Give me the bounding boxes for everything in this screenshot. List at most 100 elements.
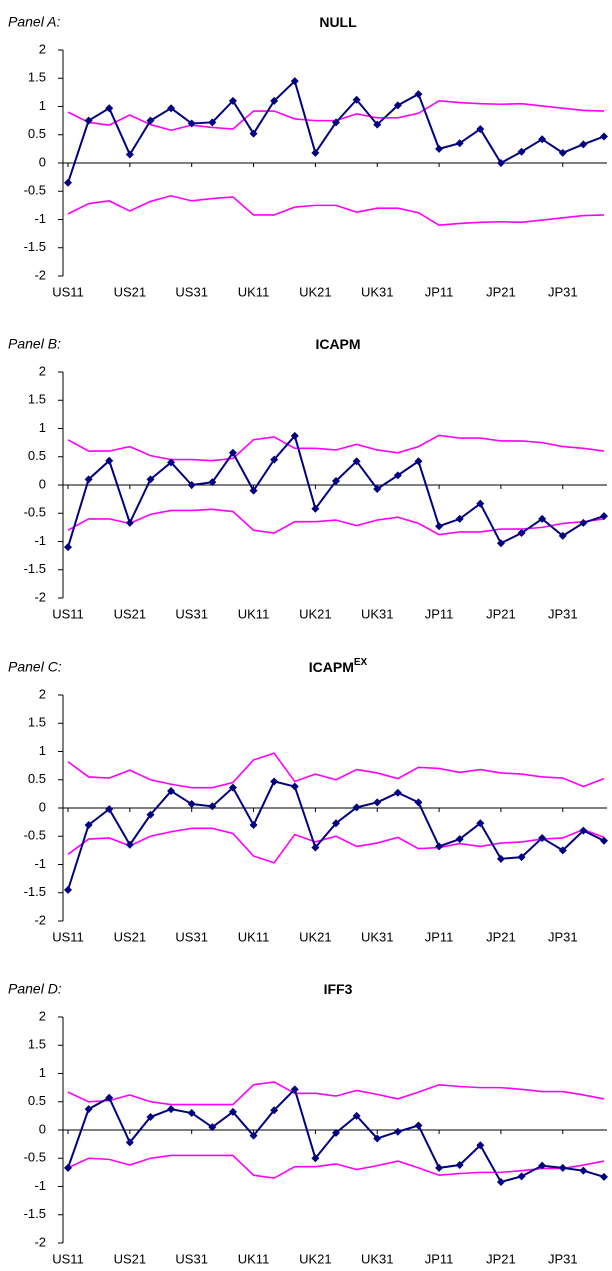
marker bbox=[517, 1172, 526, 1181]
x-tick-label: US21 bbox=[114, 606, 147, 621]
y-tick-label: -1.5 bbox=[24, 561, 46, 576]
x-tick-label: JP31 bbox=[548, 929, 578, 944]
x-tick-label: JP11 bbox=[425, 1251, 454, 1266]
marker bbox=[270, 96, 279, 105]
band-line bbox=[67, 752, 605, 789]
marker bbox=[414, 90, 423, 99]
x-tick-label: JP11 bbox=[425, 284, 454, 299]
y-tick-label: -2 bbox=[34, 1234, 46, 1249]
x-tick-label: US31 bbox=[175, 284, 208, 299]
x-tick-label: JP31 bbox=[548, 606, 578, 621]
marker bbox=[538, 514, 547, 523]
y-tick-label: 2 bbox=[39, 363, 46, 378]
y-tick-label: -1.5 bbox=[24, 239, 46, 254]
x-tick-label: UK31 bbox=[361, 1251, 394, 1266]
marker bbox=[249, 1131, 258, 1140]
x-tick-label: UK11 bbox=[238, 929, 270, 944]
marker bbox=[167, 787, 176, 796]
y-tick-label: 1 bbox=[39, 743, 46, 758]
marker bbox=[311, 843, 320, 852]
y-tick-label: 1.5 bbox=[28, 1037, 46, 1052]
marker bbox=[208, 802, 217, 811]
y-tick-label: 0.5 bbox=[28, 771, 46, 786]
marker bbox=[600, 132, 608, 141]
marker bbox=[352, 95, 361, 104]
y-tick-label: 1.5 bbox=[28, 392, 46, 407]
marker bbox=[476, 1141, 485, 1150]
y-tick-label: -2 bbox=[34, 267, 46, 282]
band-line bbox=[67, 1081, 605, 1106]
marker bbox=[290, 782, 299, 791]
marker bbox=[187, 800, 196, 809]
y-tick-label: -1.5 bbox=[24, 884, 46, 899]
title-text: NULL bbox=[319, 14, 357, 30]
y-tick-label: 1 bbox=[39, 420, 46, 435]
marker bbox=[332, 477, 340, 486]
marker bbox=[496, 1177, 505, 1186]
marker bbox=[600, 512, 608, 521]
x-tick-label: UK21 bbox=[299, 284, 332, 299]
marker bbox=[332, 118, 340, 127]
marker bbox=[208, 1123, 217, 1132]
y-tick-label: 0.5 bbox=[28, 448, 46, 463]
panel-label: Panel B: bbox=[8, 336, 61, 352]
marker bbox=[208, 478, 217, 487]
marker bbox=[414, 1121, 423, 1130]
marker bbox=[146, 1113, 155, 1122]
marker bbox=[146, 810, 155, 819]
y-tick-label: -0.5 bbox=[24, 505, 46, 520]
marker bbox=[187, 1109, 196, 1118]
y-tick-label: 2 bbox=[39, 41, 46, 56]
title-superscript: EX bbox=[354, 657, 368, 668]
marker bbox=[228, 96, 237, 105]
x-tick-label: JP21 bbox=[486, 284, 516, 299]
marker bbox=[290, 431, 299, 440]
x-tick-label: US31 bbox=[175, 606, 208, 621]
marker bbox=[558, 148, 567, 157]
panel-label: Panel C: bbox=[8, 659, 62, 675]
marker bbox=[600, 1172, 608, 1181]
data-line bbox=[67, 79, 605, 184]
marker bbox=[125, 150, 134, 159]
marker bbox=[496, 854, 505, 863]
marker bbox=[249, 486, 258, 495]
x-tick-label: JP21 bbox=[486, 1251, 516, 1266]
x-tick-label: US21 bbox=[114, 929, 147, 944]
marker bbox=[105, 805, 114, 814]
marker bbox=[496, 539, 505, 548]
x-tick-label: US11 bbox=[52, 606, 84, 621]
marker bbox=[249, 129, 258, 138]
marker bbox=[517, 853, 526, 862]
marker bbox=[84, 475, 93, 484]
marker bbox=[558, 531, 567, 540]
marker bbox=[228, 1107, 237, 1116]
marker bbox=[270, 777, 279, 786]
marker bbox=[84, 1105, 93, 1114]
x-tick-label: US31 bbox=[175, 929, 208, 944]
panel-label: Panel A: bbox=[8, 14, 61, 30]
marker bbox=[373, 1134, 382, 1143]
marker bbox=[579, 826, 588, 835]
marker bbox=[352, 457, 361, 466]
marker bbox=[517, 529, 526, 538]
marker bbox=[228, 783, 237, 792]
marker bbox=[373, 120, 382, 129]
x-tick-label: JP21 bbox=[486, 606, 516, 621]
x-tick-label: JP31 bbox=[548, 284, 578, 299]
marker bbox=[187, 119, 196, 128]
y-tick-label: 0.5 bbox=[28, 1093, 46, 1108]
y-tick-label: -0.5 bbox=[24, 183, 46, 198]
title-text: ICAPM bbox=[309, 659, 354, 675]
marker bbox=[538, 135, 547, 144]
x-tick-label: UK11 bbox=[238, 606, 270, 621]
x-tick-label: UK31 bbox=[361, 284, 394, 299]
marker bbox=[435, 842, 444, 851]
marker bbox=[105, 1093, 114, 1102]
title-text: ICAPM bbox=[315, 336, 360, 352]
band-line bbox=[67, 827, 605, 864]
y-tick-label: -0.5 bbox=[24, 1150, 46, 1165]
chart-title: ICAPM bbox=[315, 336, 360, 352]
marker bbox=[105, 104, 114, 113]
marker bbox=[455, 1161, 464, 1170]
